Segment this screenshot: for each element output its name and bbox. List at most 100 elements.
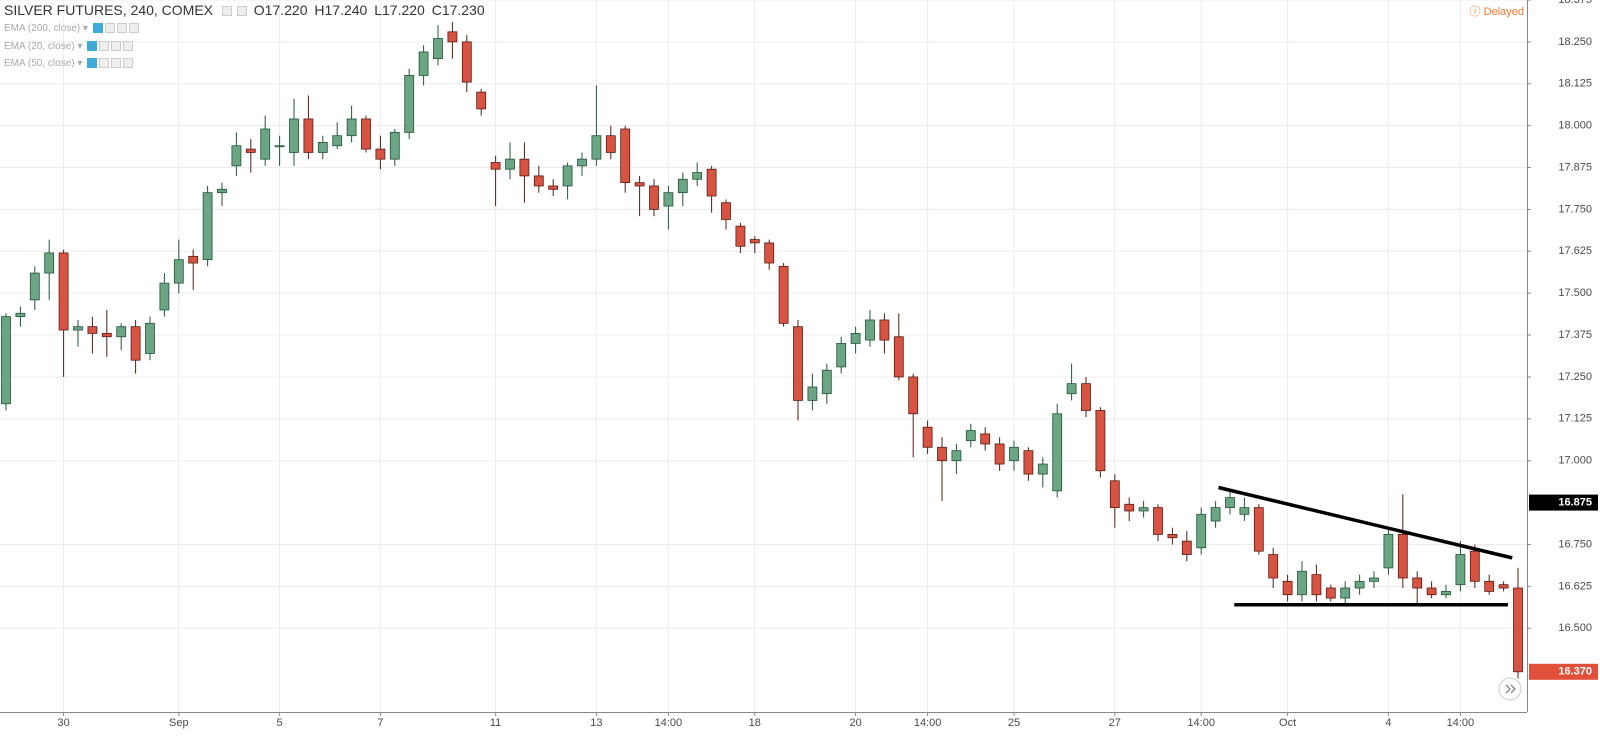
y-tick-label: 17.875 [1558,161,1592,173]
icon[interactable] [104,23,115,34]
candle-body [461,41,472,83]
icon[interactable] [111,41,122,52]
candle-body [1081,383,1091,411]
candle-body [476,91,487,110]
candle-body [1469,550,1480,582]
icon[interactable] [128,23,139,34]
candle-body [15,312,26,318]
candle-body [865,319,875,341]
x-tick-label: 18 [749,717,761,729]
candle-body [1253,507,1264,552]
candle-body [793,326,803,401]
candle-body [1369,577,1379,582]
icon[interactable] [99,58,110,69]
candle-body [1426,587,1437,596]
x-tick-label: 5 [277,717,283,729]
candle-body [1210,507,1221,522]
candle-body [332,135,343,147]
price-axis [1527,0,1600,745]
candle-body [850,332,861,344]
candle-body [1153,507,1163,535]
candle-body [1412,577,1423,589]
indicator[interactable]: EMA (50, close) ▾ [4,58,134,69]
candle-body [375,148,386,160]
icon[interactable] [123,41,134,52]
icon[interactable] [99,41,110,52]
icon[interactable] [123,58,134,69]
candle-body [893,336,904,378]
y-tick-label: 18.375 [1558,0,1592,6]
ohlc-close: C17.230 [431,2,485,18]
candle-body [605,135,616,153]
candle-body [1441,590,1451,596]
candle-body [663,192,674,207]
candle-body [44,252,55,274]
x-tick-label: 20 [849,717,861,729]
y-tick-label: 17.375 [1558,329,1592,341]
candle-body [1297,570,1307,596]
x-tick-label: 30 [57,717,69,729]
candle-body [1484,580,1495,592]
indicator-name: EMA (200, close) [4,23,81,34]
indicator[interactable]: EMA (20, close) ▾ [4,41,134,52]
candle-body [836,343,847,368]
icon[interactable] [92,23,103,34]
candle-body [346,118,357,137]
candle-body [1225,497,1235,509]
scroll-icon [1505,684,1516,694]
candle-body [1109,480,1120,509]
candle-body [159,282,170,311]
candle-body [1311,574,1322,596]
candle-body [1325,587,1336,599]
candle-body [1340,587,1351,599]
candle-body [231,145,242,167]
icon[interactable] [116,23,127,34]
candle-body [202,192,213,261]
candle-body [1383,534,1394,569]
candle-body [980,433,991,445]
candle-body [965,430,976,442]
indicator[interactable]: EMA (200, close) ▾ [4,23,139,34]
candle-body [937,446,947,462]
candle-body [1,316,11,405]
candle-body [548,185,559,190]
y-tick-label: 17.000 [1558,455,1592,467]
candle-body [433,38,443,60]
candle-body [1282,580,1293,596]
candle-body [533,175,544,187]
candle-body [1498,584,1509,589]
icon[interactable] [87,58,98,69]
y-tick-label: 17.125 [1558,413,1592,425]
y-tick-label: 17.625 [1558,245,1592,257]
x-tick-label: 14:00 [1447,717,1475,729]
candle-body [778,265,789,324]
indicator-name: EMA (50, close) [4,58,75,69]
candle-body [260,128,271,160]
candle-body [677,178,688,194]
symbol: SILVER FUTURES, 240, COMEX [4,2,214,18]
icon[interactable] [221,6,232,17]
x-tick-label: 13 [590,717,602,729]
candle-body [145,322,155,354]
candle-body [879,319,890,341]
candle-body [519,158,530,177]
candle-body [389,131,400,160]
candle-body [1239,507,1250,515]
candle-body [1052,413,1063,492]
icon[interactable] [87,41,98,52]
icon[interactable] [236,6,247,17]
x-tick-label: Sep [169,717,189,729]
icon[interactable] [111,58,122,69]
indicator-name: EMA (20, close) [4,41,75,52]
candle-body [721,202,731,220]
x-tick-label: 14:00 [655,717,683,729]
candle-body [1181,540,1192,555]
candle-body [1023,450,1034,475]
x-tick-label: 11 [490,717,501,729]
candle-body [87,326,98,334]
candle-body [951,450,962,462]
candle-body [994,443,1005,465]
price-marker [1529,663,1598,680]
y-tick-label: 17.500 [1558,287,1592,299]
candle-body [1397,534,1408,579]
